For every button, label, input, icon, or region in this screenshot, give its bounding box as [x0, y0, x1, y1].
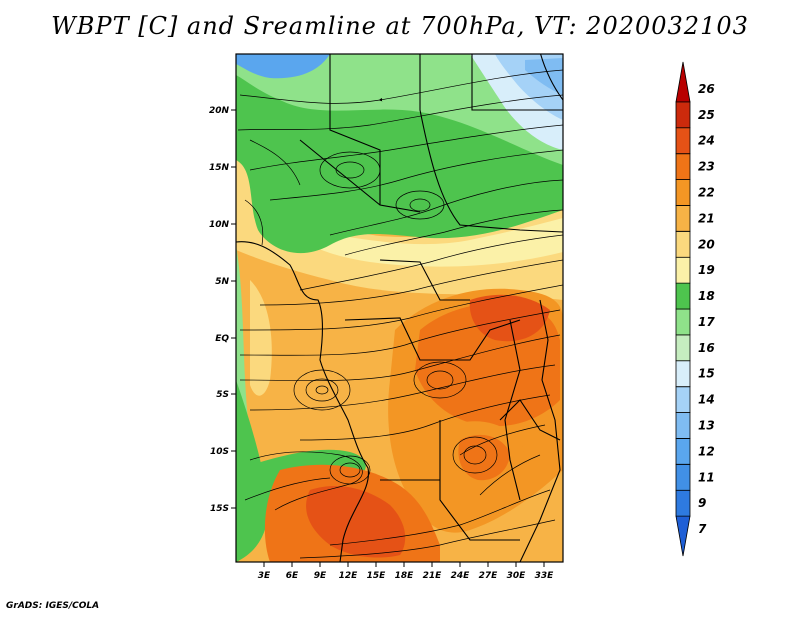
x-tick-label: 15E — [367, 571, 387, 581]
y-tick-label: 5N — [215, 277, 229, 287]
colorbar-swatch — [675, 489, 691, 517]
colorbar-label: 20 — [698, 237, 715, 251]
y-tick-label: 10N — [209, 220, 230, 230]
colorbar-label: 19 — [698, 263, 715, 277]
colorbar-swatch — [675, 386, 691, 413]
colorbar: 7 9 11 12 13 14 15 16 17 18 19 20 21 22 23 24 25 26 — [675, 61, 715, 557]
colorbar-swatch — [675, 334, 691, 362]
y-tick-label: 15N — [209, 163, 230, 173]
x-tick-label: 3E — [258, 571, 271, 581]
x-tick-label: 24E — [451, 571, 471, 581]
colorbar-label: 16 — [698, 341, 715, 355]
colorbar-swatch — [675, 412, 691, 439]
colorbar-label: 22 — [698, 186, 715, 200]
colorbar-label: 7 — [698, 522, 707, 536]
colorbar-label: 13 — [698, 419, 715, 433]
x-tick-label: 30E — [507, 571, 527, 581]
colorbar-label: 15 — [698, 367, 715, 381]
x-tick-label: 9E — [314, 571, 327, 581]
y-tick-label: 5S — [216, 390, 229, 400]
colorbar-label: 11 — [698, 470, 715, 484]
y-axis-ticks: 20N 15N 10N 5N EQ 5S 10S 15S — [209, 106, 236, 514]
colorbar-swatch — [675, 515, 691, 557]
colorbar-swatch — [675, 463, 691, 491]
y-tick-label: EQ — [215, 334, 229, 344]
colorbar-swatch — [675, 282, 691, 310]
x-tick-label: 33E — [535, 571, 555, 581]
map-frame — [235, 53, 564, 563]
colorbar-label: 24 — [698, 134, 715, 148]
colorbar-swatch — [675, 61, 691, 103]
colorbar-swatch — [675, 101, 691, 129]
colorbar-label: 26 — [698, 82, 715, 96]
streamlines — [237, 69, 563, 559]
colorbar-label: 21 — [698, 211, 715, 225]
colorbar-swatch — [675, 179, 691, 206]
footer-credit: GrADS: IGES/COLA — [6, 601, 100, 611]
colorbar-swatch — [675, 256, 691, 284]
x-tick-label: 21E — [423, 571, 443, 581]
colorbar-label: 25 — [698, 108, 715, 122]
colorbar-swatch — [675, 360, 691, 388]
colorbar-swatch — [675, 205, 691, 232]
colorbar-swatch — [675, 230, 691, 258]
colorbar-label: 9 — [698, 496, 706, 510]
y-tick-label: 10S — [210, 447, 229, 457]
colorbar-swatch — [675, 153, 691, 180]
colorbar-swatch — [675, 127, 691, 155]
x-tick-label: 18E — [395, 571, 415, 581]
colorbar-label: 18 — [698, 289, 715, 303]
x-tick-label: 6E — [286, 571, 299, 581]
colorbar-label: 12 — [698, 444, 715, 458]
x-axis-ticks: 3E 6E 9E 12E 15E 18E 21E 24E 27E 30E 33E — [258, 562, 554, 581]
colorbar-label: 14 — [698, 393, 715, 407]
y-tick-label: 15S — [210, 504, 229, 514]
colorbar-swatch — [675, 308, 691, 336]
coastline-borders — [236, 54, 563, 562]
map-title: WBPT [C] and Sreamline at 700hPa, VT: 20… — [51, 12, 749, 40]
y-tick-label: 20N — [209, 106, 230, 116]
colorbar-swatch — [675, 438, 691, 465]
colorbar-label: 17 — [698, 315, 715, 329]
x-tick-label: 27E — [479, 571, 499, 581]
wbpt-shaded-field — [236, 54, 563, 562]
x-tick-label: 12E — [339, 571, 359, 581]
colorbar-label: 23 — [698, 160, 715, 174]
